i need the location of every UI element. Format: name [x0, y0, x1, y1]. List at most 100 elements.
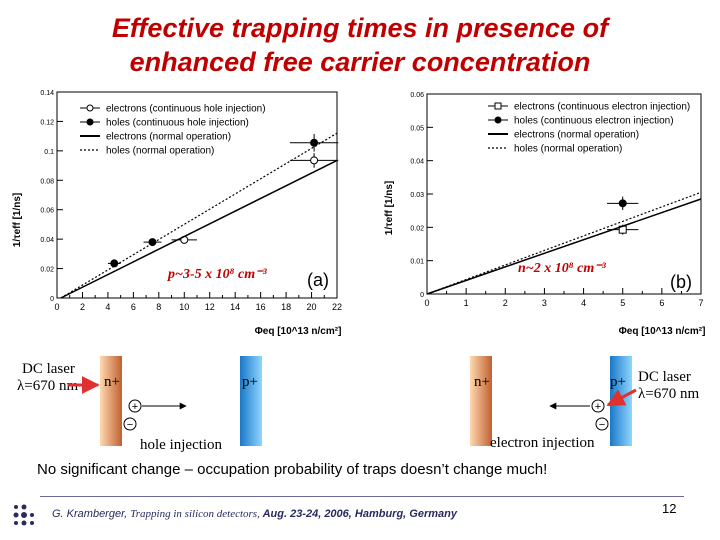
- left-laser-label-2: λ=670 nm: [17, 378, 79, 394]
- left-n-label: n+: [104, 374, 120, 390]
- slide-title-line1: Effective trapping times in presence of: [111, 13, 609, 43]
- chart-b-ytick-label: 0.03: [410, 192, 424, 199]
- chart-a-legend-marker: [86, 118, 94, 126]
- chart-a-xtick-label: 16: [256, 302, 266, 312]
- left-hole-symbol: [128, 399, 142, 413]
- chart-a-xtick-label: 10: [179, 302, 189, 312]
- left-n-layer: [100, 356, 122, 446]
- chart-a: 1/τeff [1/ns] Φeq [10^13 n/cm²] p~3-5 x …: [12, 90, 342, 337]
- page-number: 12: [662, 501, 677, 516]
- slide-title-line2: enhanced free carrier concentration: [129, 47, 591, 77]
- chart-a-xtick-label: 14: [230, 302, 240, 312]
- chart-b-ytick-label: 0: [420, 292, 424, 299]
- chart-a-xtick-label: 22: [332, 302, 342, 312]
- chart-a-legend-marker: [86, 104, 94, 112]
- footer-author: G. Kramberger,: [52, 508, 131, 520]
- chart-b-ylabel: 1/τeff [1/ns]: [384, 181, 395, 235]
- right-minus-sign: −: [599, 419, 605, 431]
- chart-b-xtick-label: 0: [424, 298, 429, 308]
- left-arrows: + −: [68, 376, 187, 431]
- footer-citation: G. Kramberger, Trapping in silicon detec…: [52, 508, 457, 520]
- chart-a-fit-line: [60, 132, 338, 299]
- chart-a-xtick-label: 20: [307, 302, 317, 312]
- chart-b-annotation: n~2 x 10⁸ cm⁻³: [518, 261, 607, 276]
- chart-a-ytick-label: 0.1: [44, 149, 54, 156]
- chart-a-ytick-label: 0.04: [40, 237, 54, 244]
- chart-a-xtick-label: 0: [54, 302, 59, 312]
- chart-b-xlabel: Φeq [10^13 n/cm²]: [619, 326, 706, 337]
- chart-b-panel-label: (b): [670, 272, 692, 292]
- chart-a-ylabel: 1/τeff [1/ns]: [12, 193, 23, 247]
- chart-a-xtick-label: 18: [281, 302, 291, 312]
- chart-b-legend-label: holes (normal operation): [514, 144, 622, 155]
- chart-a-ytick-label: 0.06: [40, 208, 54, 215]
- chart-a-xtick-label: 8: [156, 302, 161, 312]
- left-minus-sign: −: [127, 419, 133, 431]
- chart-a-legend-label: holes (continuous hole injection): [106, 118, 249, 129]
- left-caption: hole injection: [140, 437, 223, 453]
- chart-b-xtick-label: 4: [581, 298, 586, 308]
- chart-a-xtick-label: 4: [105, 302, 110, 312]
- right-laser-label-2: λ=670 nm: [638, 386, 700, 402]
- chart-b-xtick-label: 6: [659, 298, 664, 308]
- left-plus-sign: +: [132, 401, 138, 413]
- chart-b-legend-label: electrons (continuous electron injection…: [514, 102, 690, 113]
- chart-b-fit-line: [426, 198, 702, 295]
- footer-event: Aug. 23-24, 2006, Hamburg, Germany: [262, 508, 457, 520]
- chart-b-legend-marker: [494, 102, 502, 110]
- right-bulk: [492, 356, 610, 446]
- chart-b-xtick-label: 3: [542, 298, 547, 308]
- conclusion-text: No significant change – occupation proba…: [37, 461, 548, 478]
- right-plus-sign: +: [595, 401, 601, 413]
- chart-b-ytick-label: 0.06: [410, 92, 424, 99]
- chart-a-legend-label: electrons (normal operation): [106, 132, 231, 143]
- chart-b: 1/τeff [1/ns] Φeq [10^13 n/cm²] n~2 x 10…: [384, 92, 706, 337]
- chart-a-ytick-label: 0: [50, 296, 54, 303]
- left-bulk: [122, 356, 240, 446]
- right-n-layer: [470, 356, 492, 446]
- chart-b-fit-line: [426, 191, 702, 295]
- chart-a-ytick-label: 0.08: [40, 178, 54, 185]
- left-laser-label-1: DC laser: [22, 361, 75, 377]
- chart-b-legend-label: holes (continuous electron injection): [514, 116, 674, 127]
- chart-b-data-point: [618, 199, 627, 208]
- right-electron-symbol: [595, 417, 609, 431]
- chart-b-xtick-label: 7: [698, 298, 703, 308]
- chart-b-ytick-label: 0.05: [410, 125, 424, 132]
- chart-a-legend-label: electrons (continuous hole injection): [106, 104, 266, 115]
- chart-a-annotation: p~3-5 x 10⁸ cm⁻³: [167, 267, 268, 282]
- right-arrows: + −: [549, 388, 637, 431]
- chart-a-data-point: [310, 156, 319, 165]
- right-p-label: p+: [610, 374, 626, 390]
- right-n-label: n+: [474, 374, 490, 390]
- right-laser-arrow: [606, 388, 637, 407]
- chart-a-data-point: [310, 138, 319, 147]
- chart-b-xtick-label: 2: [503, 298, 508, 308]
- chart-a-fit-line: [60, 159, 338, 299]
- chart-a-xlabel: Φeq [10^13 n/cm²]: [255, 326, 342, 337]
- footer-divider: [40, 496, 684, 497]
- chart-a-xtick-label: 6: [131, 302, 136, 312]
- chart-b-ytick-label: 0.02: [410, 225, 424, 232]
- right-caption: electron injection: [490, 435, 595, 451]
- chart-b-xtick-label: 1: [464, 298, 469, 308]
- chart-b-legend-label: electrons (normal operation): [514, 130, 639, 141]
- right-laser-label-1: DC laser: [638, 369, 691, 385]
- left-p-layer: [240, 356, 262, 446]
- chart-b-ytick-label: 0.04: [410, 159, 424, 166]
- dots-logo-icon: [13, 504, 34, 526]
- footer-talk: Trapping in silicon detectors,: [130, 508, 263, 520]
- left-electron-symbol: [123, 417, 137, 431]
- chart-a-panel-label: (a): [307, 270, 329, 290]
- chart-b-ytick-label: 0.01: [410, 259, 424, 266]
- chart-a-ytick-label: 0.12: [40, 119, 54, 126]
- chart-a-legend-label: holes (normal operation): [106, 146, 214, 157]
- chart-a-ytick-label: 0.14: [40, 90, 54, 97]
- left-p-label: p+: [242, 374, 258, 390]
- chart-b-legend-marker: [494, 116, 502, 124]
- chart-a-ytick-label: 0.02: [40, 267, 54, 274]
- right-hole-symbol: [591, 399, 605, 413]
- chart-a-data-point: [110, 259, 119, 268]
- chart-a-xtick-label: 12: [205, 302, 215, 312]
- chart-a-xtick-label: 2: [80, 302, 85, 312]
